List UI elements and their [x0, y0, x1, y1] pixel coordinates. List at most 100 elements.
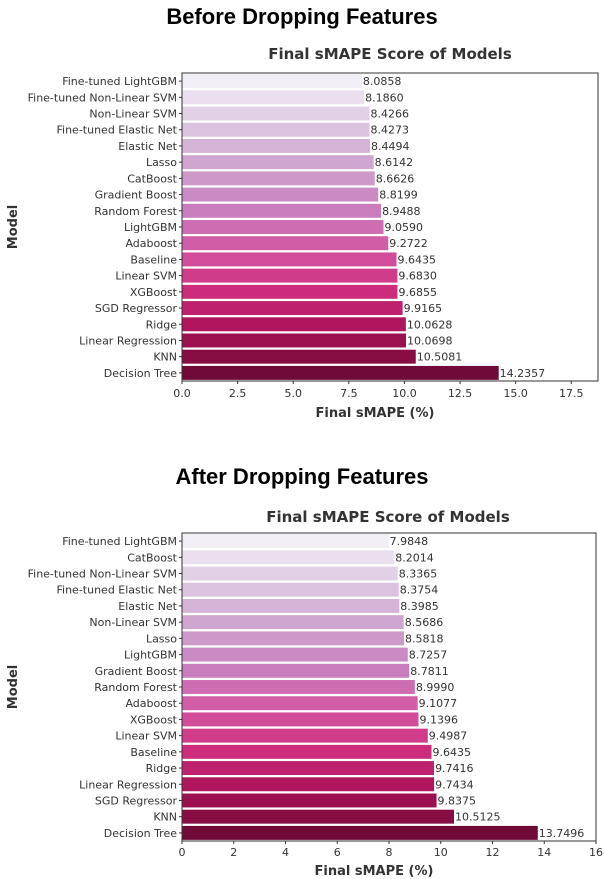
value-label: 8.6142 [375, 156, 414, 169]
bar [182, 663, 410, 678]
category-label: XGBoost [130, 713, 178, 726]
bar [182, 171, 375, 186]
bar [182, 203, 382, 218]
bar [182, 534, 389, 549]
category-label: Fine-tuned Elastic Net [57, 584, 178, 597]
category-label: Fine-tuned LightGBM [62, 535, 177, 548]
x-tick-label: 14 [537, 846, 551, 859]
bar [182, 187, 379, 202]
category-label: Fine-tuned LightGBM [62, 75, 177, 88]
value-label: 8.4273 [370, 124, 409, 137]
bar [182, 301, 403, 316]
value-label: 9.7434 [435, 778, 474, 791]
value-label: 8.1860 [365, 91, 404, 104]
y-axis-label: Model [6, 665, 21, 709]
value-label: 7.9848 [390, 535, 429, 548]
x-tick-label: 16 [589, 846, 603, 859]
x-tick-label: 12.5 [448, 387, 473, 400]
value-label: 9.9165 [404, 302, 443, 315]
value-label: 9.6855 [398, 286, 437, 299]
chart-title: Final sMAPE Score of Models [266, 508, 510, 526]
chart-before-dropping: Final sMAPE Score of Models Fine-tuned Li… [6, 45, 599, 421]
category-label: Elastic Net [118, 140, 177, 153]
value-label: 9.0590 [385, 221, 424, 234]
value-label: 8.3365 [399, 568, 438, 581]
bar [182, 317, 406, 332]
bar [182, 631, 405, 646]
chart-after-dropping: Final sMAPE Score of Models Fine-tuned Li… [6, 508, 603, 879]
x-axis-label: Final sMAPE (%) [316, 406, 435, 421]
bar [182, 777, 435, 792]
value-label: 10.0698 [407, 334, 453, 347]
x-tick-label: 6 [334, 846, 341, 859]
value-label: 8.4266 [370, 108, 409, 121]
category-label: Ridge [146, 762, 178, 775]
value-label: 9.6435 [398, 253, 437, 266]
x-tick-label: 15.0 [503, 387, 528, 400]
category-label: Linear SVM [115, 270, 177, 283]
bar [182, 728, 428, 743]
category-label: Gradient Boost [95, 665, 178, 678]
value-label: 8.7257 [409, 649, 448, 662]
bar [182, 712, 419, 727]
category-label: Non-Linear SVM [89, 108, 177, 121]
value-label: 8.4494 [371, 140, 410, 153]
x-tick-label: 7.5 [340, 387, 358, 400]
category-label: Lasso [146, 632, 177, 645]
bar [182, 106, 370, 121]
bar [182, 647, 408, 662]
bar [182, 582, 399, 597]
bar [182, 809, 455, 824]
value-label: 8.5686 [405, 616, 444, 629]
value-label: 9.6830 [398, 270, 437, 283]
value-label: 8.0858 [363, 75, 402, 88]
value-label: 8.6626 [376, 172, 415, 185]
bar [182, 825, 538, 840]
x-tick-label: 8 [386, 846, 393, 859]
category-label: SGD Regressor [95, 302, 178, 315]
value-label: 8.5818 [405, 632, 444, 645]
value-label: 10.5081 [417, 351, 463, 364]
value-label: 9.2722 [389, 237, 428, 250]
category-label: XGBoost [130, 286, 178, 299]
bar [182, 236, 389, 251]
x-tick-label: 5.0 [284, 387, 302, 400]
value-label: 8.9488 [382, 205, 421, 218]
x-tick-label: 12 [486, 846, 500, 859]
category-label: Elastic Net [118, 600, 177, 613]
category-label: CatBoost [127, 551, 177, 564]
value-label: 8.3754 [400, 584, 439, 597]
x-tick-label: 4 [282, 846, 289, 859]
bar [182, 680, 415, 694]
category-label: Random Forest [94, 205, 177, 218]
value-label: 8.9990 [416, 681, 455, 694]
bar [182, 550, 395, 565]
bar [182, 90, 365, 105]
category-label: LightGBM [124, 649, 177, 662]
category-label: Baseline [130, 253, 177, 266]
category-label: Adaboost [125, 697, 177, 710]
category-label: Gradient Boost [95, 189, 178, 202]
value-label: 8.7811 [410, 665, 449, 678]
bar [182, 365, 499, 380]
category-label: KNN [153, 811, 177, 824]
value-label: 9.7416 [435, 762, 474, 775]
category-label: Adaboost [125, 237, 177, 250]
value-label: 9.6435 [433, 746, 472, 759]
value-label: 13.7496 [539, 827, 585, 840]
category-label: Fine-tuned Elastic Net [57, 124, 178, 137]
bar [182, 284, 398, 299]
category-label: Non-Linear SVM [89, 616, 177, 629]
x-tick-label: 10.0 [392, 387, 417, 400]
value-label: 9.4987 [429, 730, 468, 743]
bar [182, 252, 397, 267]
bar [182, 155, 374, 170]
value-label: 9.1396 [419, 713, 458, 726]
bar [182, 793, 437, 808]
x-tick-label: 10 [434, 846, 448, 859]
value-label: 9.1077 [419, 697, 458, 710]
bar [182, 74, 362, 89]
bar [182, 761, 435, 776]
value-label: 8.2014 [395, 551, 434, 564]
value-label: 8.3985 [400, 600, 439, 613]
